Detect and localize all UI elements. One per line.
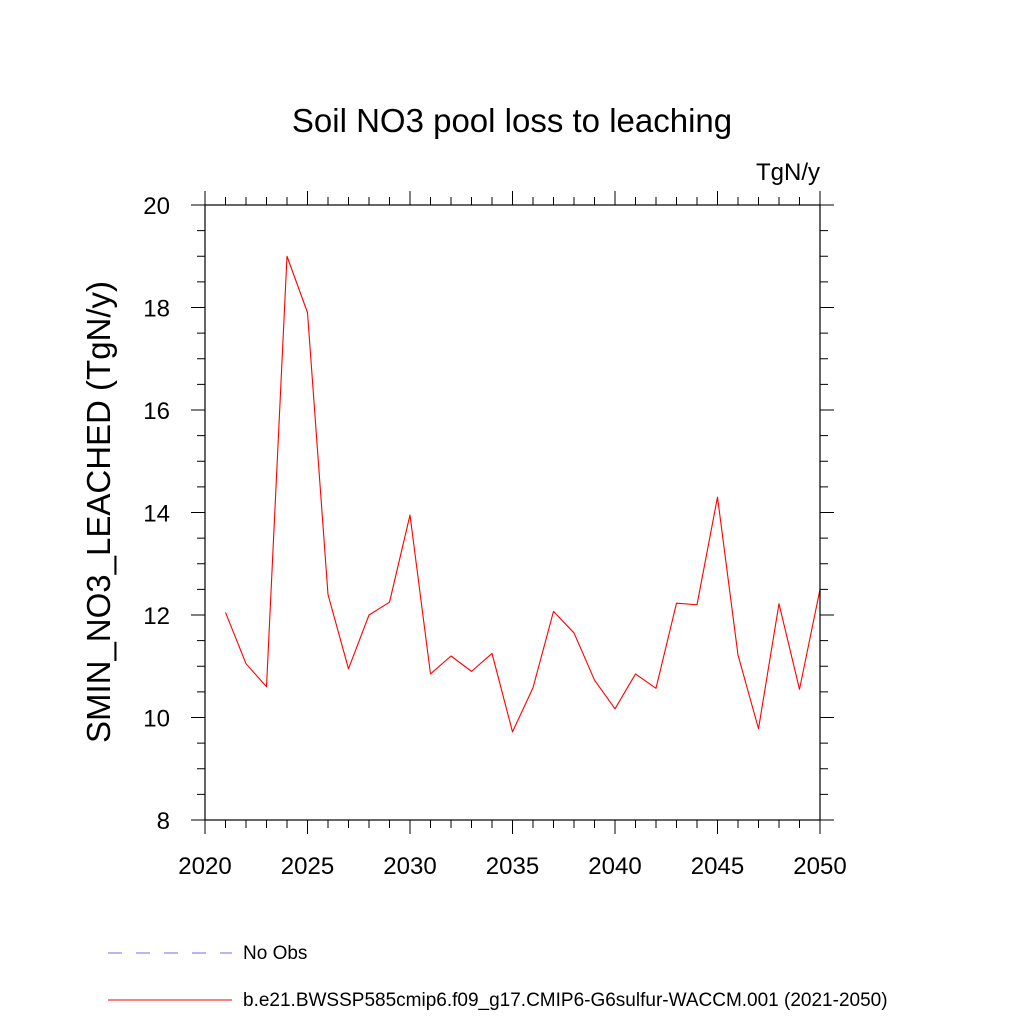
axis-ticks [191, 191, 834, 834]
chart-title: Soil NO3 pool loss to leaching [292, 102, 732, 139]
series-line-0 [224, 255, 821, 733]
y-tick-label: 16 [143, 398, 170, 425]
units-label: TgN/y [756, 159, 820, 186]
x-tick-label: 2035 [486, 853, 539, 880]
x-tick-label: 2030 [383, 853, 436, 880]
x-tick-label: 2050 [793, 853, 846, 880]
y-tick-label: 12 [143, 603, 170, 630]
plot-frame [204, 204, 821, 821]
axis-tick-labels: 2020 2025 2030 2035 2040 2045 2050 8 10 12 14 16 18 2… [143, 193, 846, 880]
legend: No Obs b.e21.BWSSP585cmip6.f09_g17.CMIP6… [108, 943, 888, 1011]
x-tick-label: 2045 [691, 853, 744, 880]
y-tick-label: 10 [143, 706, 170, 733]
y-tick-label: 18 [143, 296, 170, 323]
y-tick-label: 8 [157, 808, 170, 835]
y-axis-label: SMIN_NO3_LEACHED (TgN/y) [80, 281, 117, 743]
plot-lines [224, 255, 821, 733]
x-tick-label: 2020 [178, 853, 231, 880]
x-tick-label: 2040 [588, 853, 641, 880]
y-tick-label: 14 [143, 501, 170, 528]
y-tick-label: 20 [143, 193, 170, 220]
legend-label-no-obs: No Obs [243, 943, 307, 964]
x-tick-label: 2025 [281, 853, 334, 880]
legend-label-model-run: b.e21.BWSSP585cmip6.f09_g17.CMIP6-G6sulf… [243, 990, 888, 1011]
